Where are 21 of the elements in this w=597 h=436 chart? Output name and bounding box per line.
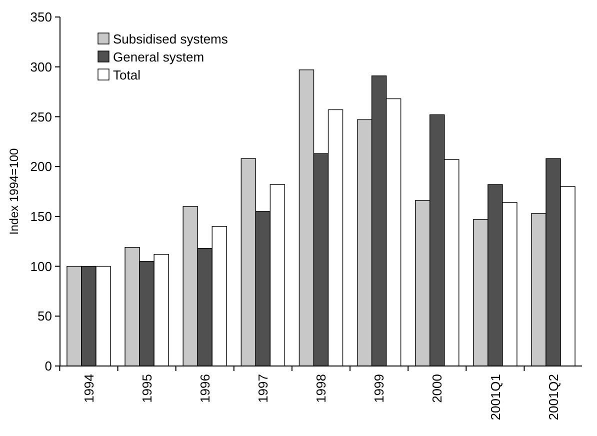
y-tick-label: 150	[30, 208, 52, 224]
x-tick-label: 2000	[430, 374, 445, 403]
x-tick-label: 1999	[372, 374, 387, 403]
y-tick-label: 0	[44, 358, 52, 374]
x-tick-label: 1994	[81, 374, 96, 403]
legend-label: Total	[113, 68, 141, 83]
legend-label: General system	[113, 50, 204, 65]
y-tick-label: 300	[30, 59, 52, 74]
x-tick-label: 1998	[314, 374, 329, 403]
x-tick-label: 1997	[255, 374, 270, 403]
y-tick-label: 200	[30, 159, 52, 174]
x-tick-label: 1996	[197, 374, 212, 403]
y-tick-label: 350	[30, 10, 52, 25]
y-axis-title: Index 1994=100	[7, 148, 21, 235]
y-tick-label: 250	[30, 109, 52, 124]
x-tick-label: 2001Q1	[488, 374, 503, 420]
y-tick-label: 100	[30, 258, 52, 274]
x-tick-label: 1995	[139, 374, 154, 403]
y-tick-label: 50	[38, 308, 52, 324]
legend-label: Subsidised systems	[113, 32, 228, 47]
x-tick-label: 2001Q2	[546, 374, 561, 420]
